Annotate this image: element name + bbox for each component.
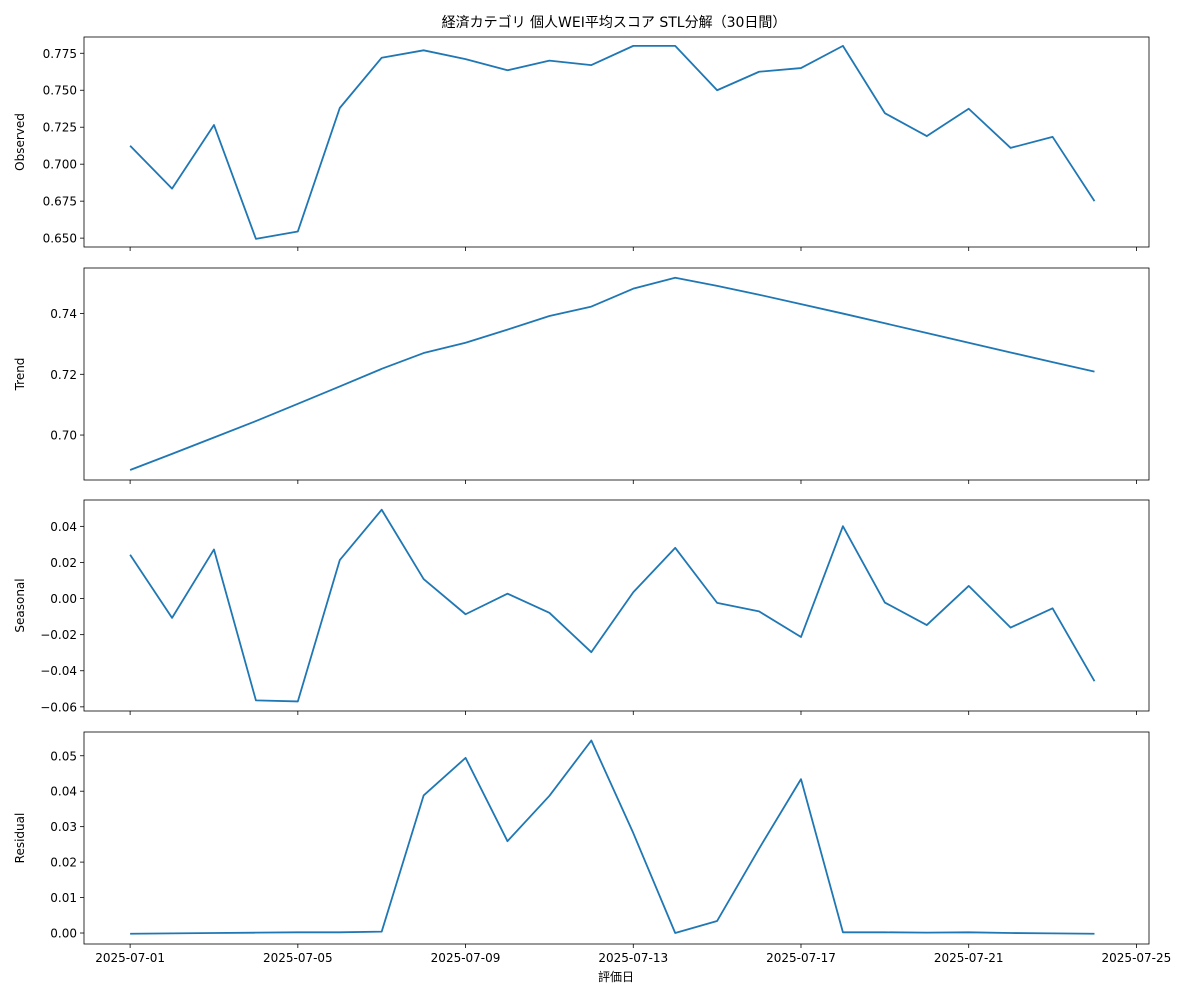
seasonal-series-line bbox=[129, 508, 1096, 703]
residual-series-line bbox=[130, 739, 1095, 935]
seasonal-ytick-label: 0.02 bbox=[50, 556, 77, 570]
observed-ytick-label: 0.725 bbox=[43, 121, 77, 135]
trend-ylabel: Trend bbox=[13, 358, 27, 392]
seasonal-ytick-label: 0.00 bbox=[50, 592, 77, 606]
seasonal-panel: −0.06 −0.04 −0.02 0.00 0.02 0.04 Seasonal bbox=[13, 499, 1150, 715]
xtick-label: 2025-07-25 bbox=[1102, 951, 1172, 965]
observed-axes-frame bbox=[83, 36, 1150, 248]
xtick-label: 2025-07-13 bbox=[598, 951, 668, 965]
seasonal-ytick-label: −0.06 bbox=[40, 700, 77, 714]
residual-axes-frame bbox=[83, 731, 1150, 945]
x-axis-label: 評価日 bbox=[598, 969, 634, 984]
observed-ytick-label: 0.775 bbox=[43, 47, 77, 61]
seasonal-ytick-label: −0.02 bbox=[40, 628, 77, 642]
observed-series-line bbox=[129, 44, 1096, 240]
observed-ytick-label: 0.675 bbox=[43, 195, 77, 209]
observed-ylabel: Observed bbox=[13, 113, 27, 171]
residual-ylabel: Residual bbox=[13, 813, 27, 864]
xtick-label: 2025-07-21 bbox=[934, 951, 1004, 965]
xtick-label: 2025-07-01 bbox=[95, 951, 165, 965]
xtick-label: 2025-07-09 bbox=[431, 951, 501, 965]
residual-ytick-label: 0.01 bbox=[50, 891, 77, 905]
observed-ytick-label: 0.700 bbox=[43, 158, 77, 172]
trend-axes-frame bbox=[83, 267, 1150, 481]
trend-ytick-label: 0.72 bbox=[50, 368, 77, 382]
seasonal-ytick-label: −0.04 bbox=[40, 664, 77, 678]
residual-ytick-label: 0.03 bbox=[50, 820, 77, 834]
trend-panel: 0.70 0.72 0.74 Trend bbox=[13, 267, 1150, 484]
residual-ytick-label: 0.05 bbox=[50, 749, 77, 763]
subplot-panels: 0.6500.6750.7000.7250.7500.775Observed0.… bbox=[13, 36, 1172, 965]
seasonal-ytick-label: 0.04 bbox=[50, 520, 77, 534]
trend-ytick-label: 0.70 bbox=[50, 429, 77, 443]
residual-ytick-label: 0.02 bbox=[50, 856, 77, 870]
residual-panel: 0.00 0.01 0.02 0.03 0.04 0.05 2025-07-01 2025-0… bbox=[13, 731, 1172, 965]
residual-ytick-label: 0.00 bbox=[50, 927, 77, 941]
figure-title: 経済カテゴリ 個人WEI平均スコア STL分解（30日間） bbox=[442, 14, 787, 31]
xtick-label: 2025-07-05 bbox=[263, 951, 333, 965]
seasonal-ylabel: Seasonal bbox=[13, 578, 27, 632]
trend-series-line bbox=[129, 276, 1095, 471]
residual-ytick-label: 0.04 bbox=[50, 785, 77, 799]
xtick-label: 2025-07-17 bbox=[766, 951, 836, 965]
observed-panel: 0.650 0.675 0.700 0.725 0.750 0.775 Observed bbox=[13, 36, 1150, 251]
seasonal-axes-frame bbox=[83, 499, 1150, 712]
trend-ytick-label: 0.74 bbox=[50, 307, 77, 321]
observed-ytick-label: 0.750 bbox=[43, 84, 77, 98]
observed-ytick-label: 0.650 bbox=[43, 232, 77, 246]
